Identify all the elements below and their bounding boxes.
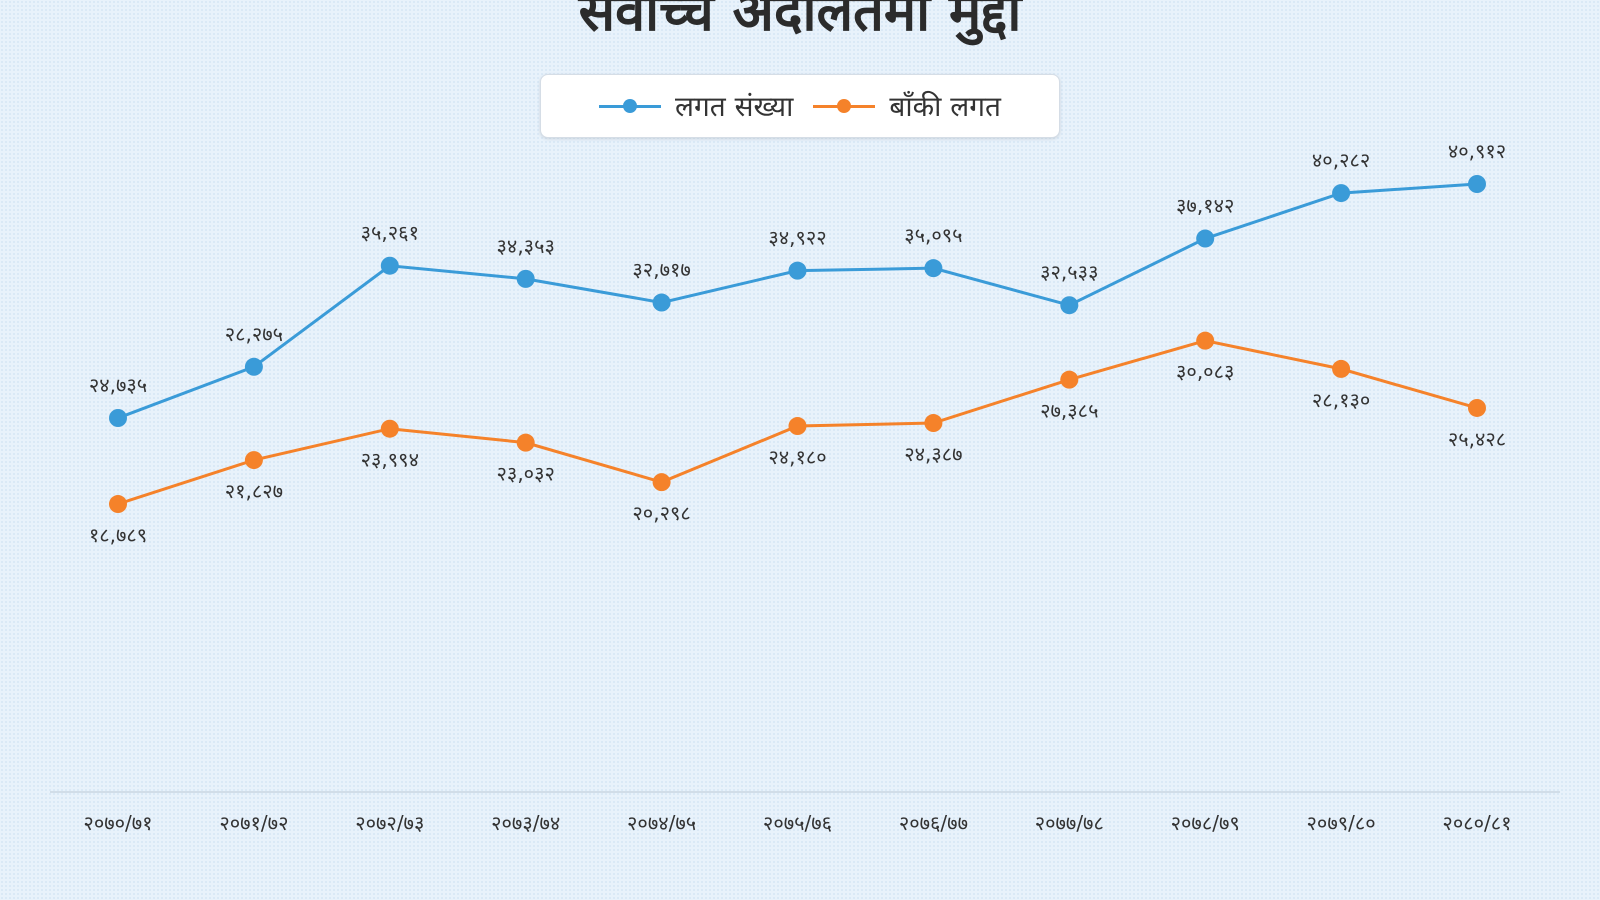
data-label-baaki: २७,३८५ [1040, 399, 1098, 423]
data-point-baaki [788, 417, 807, 436]
data-label-lagat: ३७,१४२ [1176, 194, 1234, 218]
legend-label-lagat: लगत संख्या [674, 90, 794, 123]
data-point-lagat [652, 293, 671, 312]
x-tick-label: २०७६/७७ [899, 811, 968, 835]
data-point-baaki [1468, 398, 1486, 417]
legend-swatch-baaki [813, 99, 876, 113]
data-label-lagat: ४०,९१२ [1448, 139, 1506, 163]
data-point-baaki [924, 414, 943, 433]
data-point-baaki [380, 419, 399, 438]
series-line-lagat [117, 182, 1478, 420]
data-point-baaki [652, 473, 671, 492]
data-label-baaki: २१,८२७ [225, 479, 283, 503]
data-point-lagat [516, 269, 535, 288]
data-label-lagat: २४,७३५ [89, 373, 147, 397]
data-label-baaki: २४,१८० [768, 445, 826, 469]
chart-title: सर्वोच्च अदालतमा मुद्दा [578, 0, 1022, 43]
data-label-baaki: २४,३८७ [904, 442, 962, 466]
legend-label-baaki: बाँकी लगत [889, 90, 1002, 123]
x-tick-label: २०७९/८० [1307, 811, 1376, 835]
legend-item-baaki: बाँकी लगत [813, 87, 1001, 125]
data-point-lagat [1332, 184, 1351, 203]
data-label-lagat: ३५,२६१ [361, 221, 419, 245]
data-label-baaki: १८,७८९ [89, 523, 147, 547]
data-label-lagat: ४०,२८२ [1312, 148, 1370, 172]
x-tick-label: २०७३/७४ [491, 811, 560, 835]
data-point-baaki [1332, 359, 1351, 378]
data-label-lagat: ३२,५३३ [1040, 260, 1098, 284]
data-point-lagat [109, 409, 127, 427]
x-tick-label: २०७१/७२ [219, 811, 288, 835]
legend-swatch-lagat [598, 99, 661, 113]
data-label-lagat: ३४,३५३ [497, 234, 555, 258]
data-point-lagat [788, 261, 807, 280]
data-point-baaki [244, 451, 263, 470]
data-label-lagat: ३४,९२२ [768, 226, 826, 250]
chart-legend: लगत संख्या बाँकी लगत [540, 74, 1060, 138]
data-label-lagat: ३२,७१७ [632, 258, 690, 282]
data-point-lagat [924, 259, 943, 278]
data-point-lagat [1060, 296, 1079, 315]
x-tick-label: २०७७/७८ [1035, 811, 1104, 835]
data-point-lagat [1468, 175, 1486, 193]
data-point-baaki [516, 433, 535, 452]
data-point-baaki [1060, 370, 1079, 389]
data-label-lagat: २८,२७५ [225, 322, 283, 346]
x-tick-label: २०७०/७१ [83, 811, 152, 835]
data-label-baaki: २८,१३० [1312, 388, 1370, 412]
data-label-baaki: २०,२९८ [632, 501, 690, 525]
data-point-baaki [1196, 331, 1215, 350]
x-tick-label: २०८०/८१ [1442, 811, 1511, 835]
x-tick-label: २०७२/७३ [355, 811, 424, 835]
data-label-baaki: २५,४२८ [1448, 427, 1506, 451]
data-label-lagat: ३५,०९५ [904, 223, 962, 247]
data-label-baaki: २३,०३२ [497, 462, 555, 486]
data-point-lagat [1196, 229, 1215, 248]
data-point-baaki [109, 495, 127, 514]
x-tick-label: २०७४/७५ [627, 811, 696, 835]
data-point-lagat [380, 256, 399, 275]
data-label-baaki: २३,९९४ [361, 448, 419, 472]
x-tick-label: २०७८/७९ [1171, 811, 1240, 835]
data-point-lagat [244, 357, 263, 376]
legend-item-lagat: लगत संख्या [598, 87, 794, 125]
data-label-baaki: ३०,०८३ [1176, 360, 1234, 384]
x-tick-label: २०७५/७६ [763, 811, 832, 835]
